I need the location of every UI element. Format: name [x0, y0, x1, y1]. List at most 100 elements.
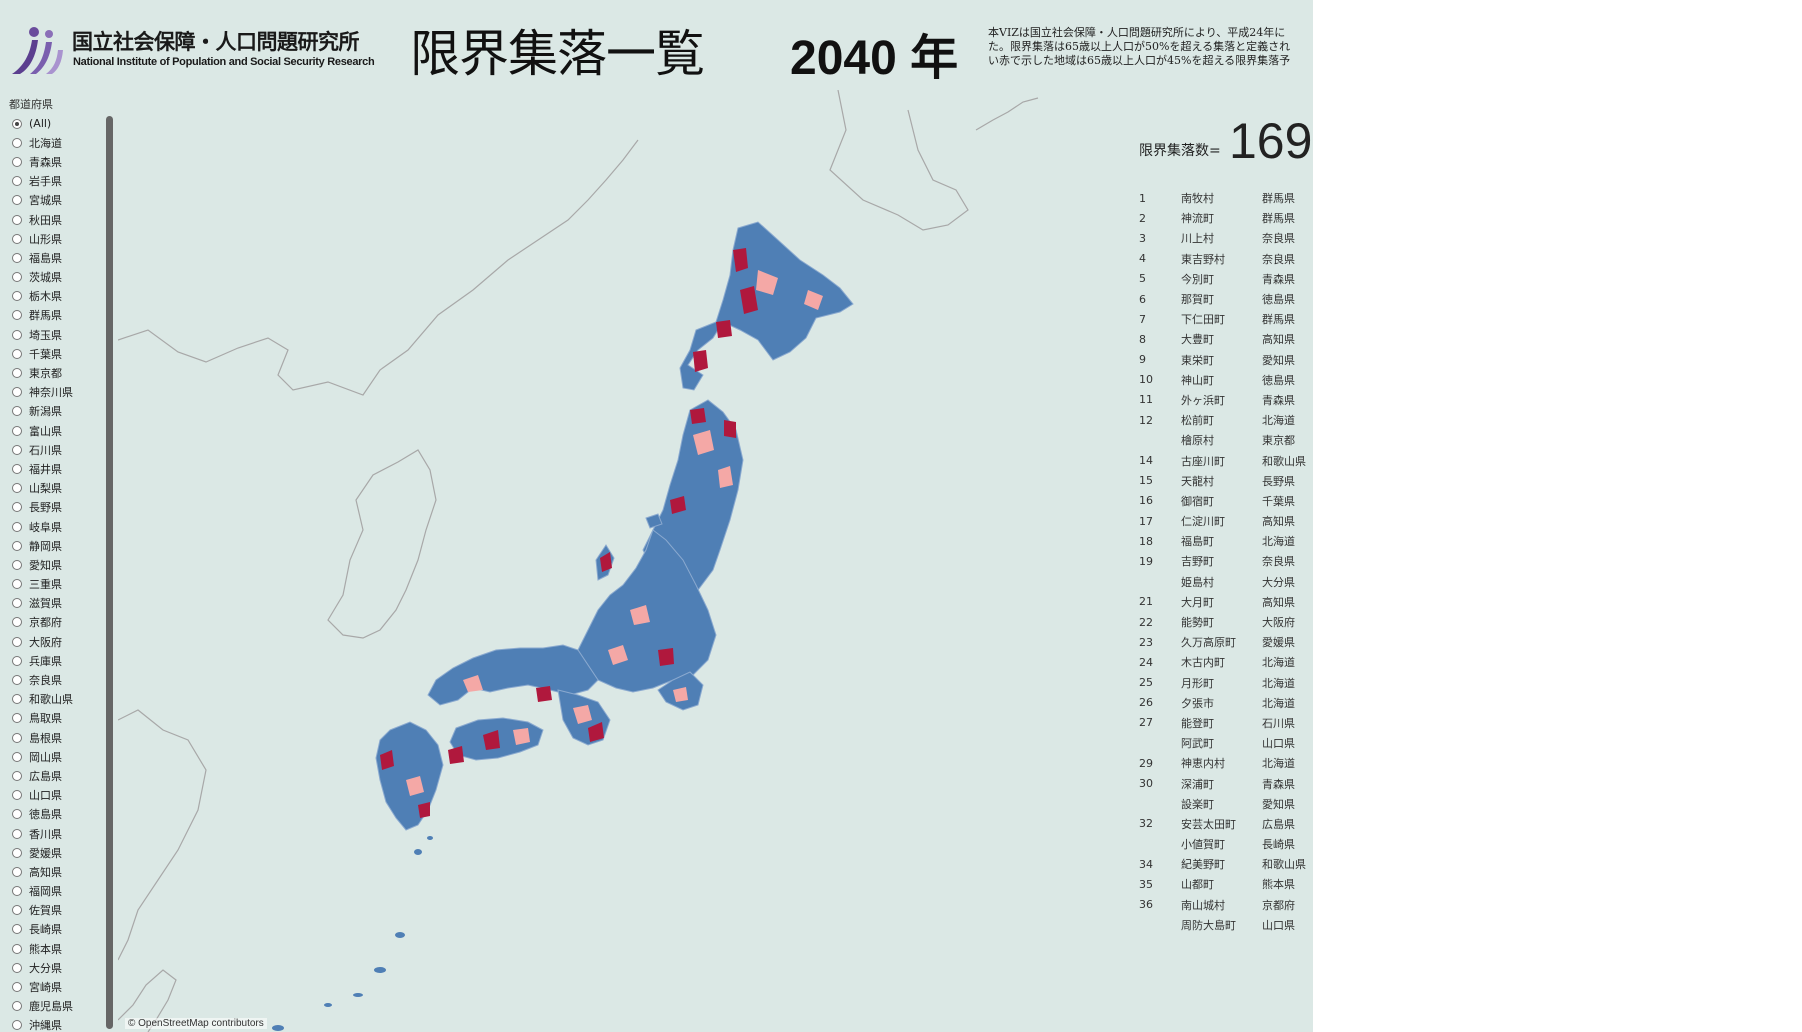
prefecture-option[interactable]: 熊本県 [12, 939, 104, 958]
radio-button-icon[interactable] [12, 828, 22, 839]
radio-button-icon[interactable] [12, 463, 22, 474]
island[interactable] [353, 993, 363, 997]
radio-button-icon[interactable] [12, 809, 22, 820]
prefecture-option[interactable]: 福井県 [12, 459, 104, 478]
ranking-row[interactable]: 姫島村 大分県 [1139, 572, 1313, 592]
ranking-row[interactable]: 11 外ヶ浜町 青森県 [1139, 390, 1313, 410]
island[interactable] [395, 932, 405, 938]
ranking-row[interactable]: 32 安芸太田町 広島県 [1139, 814, 1313, 834]
prefecture-option[interactable]: 兵庫県 [12, 651, 104, 670]
radio-button-icon[interactable] [12, 751, 22, 762]
prefecture-option[interactable]: 奈良県 [12, 670, 104, 689]
prefecture-option[interactable]: 静岡県 [12, 536, 104, 555]
radio-button-icon[interactable] [12, 137, 22, 148]
prefecture-option[interactable]: 鹿児島県 [12, 997, 104, 1016]
prefecture-option[interactable]: 秋田県 [12, 210, 104, 229]
near-limit-area[interactable] [406, 776, 424, 796]
radio-button-icon[interactable] [12, 348, 22, 359]
prefecture-option[interactable]: 長崎県 [12, 920, 104, 939]
radio-button-icon[interactable] [12, 540, 22, 551]
radio-button-icon[interactable] [12, 866, 22, 877]
radio-button-icon[interactable] [12, 406, 22, 417]
radio-button-icon[interactable] [12, 387, 22, 398]
near-limit-area[interactable] [693, 430, 714, 455]
island[interactable] [324, 1003, 332, 1007]
radio-button-icon[interactable] [12, 886, 22, 897]
radio-button-icon[interactable] [12, 1001, 22, 1012]
ranking-row[interactable]: 15 天龍村 長野県 [1139, 471, 1313, 491]
prefecture-option[interactable]: 沖縄県 [12, 1016, 104, 1032]
limit-areas[interactable] [380, 248, 758, 818]
limit-area[interactable] [418, 802, 430, 818]
radio-button-icon[interactable] [12, 368, 22, 379]
prefecture-option[interactable]: 大分県 [12, 958, 104, 977]
prefecture-option[interactable]: 島根県 [12, 728, 104, 747]
prefecture-option[interactable]: 北海道 [12, 133, 104, 152]
prefecture-option[interactable]: 鳥取県 [12, 709, 104, 728]
limit-area[interactable] [588, 722, 604, 742]
prefecture-option[interactable]: 香川県 [12, 824, 104, 843]
radio-button-icon[interactable] [12, 483, 22, 494]
island[interactable] [272, 1025, 284, 1031]
prefecture-option[interactable]: 滋賀県 [12, 594, 104, 613]
radio-button-icon[interactable] [12, 982, 22, 993]
ranking-row[interactable]: 5 今別町 青森県 [1139, 269, 1313, 289]
prefecture-option[interactable]: 石川県 [12, 440, 104, 459]
limit-area[interactable] [658, 648, 674, 666]
ranking-row[interactable]: 27 能登町 石川県 [1139, 713, 1313, 733]
prefecture-option[interactable]: 愛知県 [12, 555, 104, 574]
ranking-row[interactable]: 36 南山城村 京都府 [1139, 895, 1313, 915]
ranking-row[interactable]: 14 古座川町 和歌山県 [1139, 450, 1313, 470]
radio-button-icon[interactable] [12, 176, 22, 187]
limit-area[interactable] [600, 552, 612, 572]
prefecture-option[interactable]: 宮崎県 [12, 977, 104, 996]
near-limit-area[interactable] [513, 728, 530, 745]
limit-area[interactable] [670, 496, 686, 514]
island[interactable] [427, 836, 433, 840]
radio-button-icon[interactable] [12, 636, 22, 647]
ranking-row[interactable]: 18 福島町 北海道 [1139, 531, 1313, 551]
limit-area[interactable] [448, 746, 464, 764]
prefecture-option[interactable]: 和歌山県 [12, 690, 104, 709]
japan-map[interactable] [118, 90, 1128, 1032]
radio-button-icon[interactable] [12, 943, 22, 954]
prefecture-option[interactable]: 福島県 [12, 248, 104, 267]
prefecture-option[interactable]: 栃木県 [12, 287, 104, 306]
sado-island[interactable] [645, 513, 663, 529]
radio-button-icon[interactable] [12, 444, 22, 455]
near-limit-area[interactable] [463, 675, 483, 692]
ranking-row[interactable]: 19 吉野町 奈良県 [1139, 551, 1313, 571]
prefecture-option[interactable]: 三重県 [12, 575, 104, 594]
radio-button-icon[interactable] [12, 847, 22, 858]
ranking-row[interactable]: 周防大島町 山口県 [1139, 915, 1313, 935]
filter-scrollbar[interactable] [106, 116, 113, 1029]
radio-button-icon[interactable] [12, 252, 22, 263]
ranking-row[interactable]: 7 下仁田町 群馬県 [1139, 309, 1313, 329]
map-attribution[interactable]: © OpenStreetMap contributors [125, 1018, 267, 1029]
radio-button-icon[interactable] [12, 617, 22, 628]
ranking-row[interactable]: 16 御宿町 千葉県 [1139, 491, 1313, 511]
radio-button-icon[interactable] [12, 233, 22, 244]
limit-area[interactable] [536, 686, 552, 702]
limit-area[interactable] [693, 350, 708, 372]
radio-button-icon[interactable] [12, 329, 22, 340]
prefecture-option[interactable]: (All) [12, 114, 104, 133]
near-limit-area[interactable] [630, 605, 650, 625]
ranking-row[interactable]: 小値賀町 長崎県 [1139, 834, 1313, 854]
prefecture-option[interactable]: 岐阜県 [12, 517, 104, 536]
prefecture-option[interactable]: 神奈川県 [12, 383, 104, 402]
prefecture-option[interactable]: 徳島県 [12, 805, 104, 824]
ranking-row[interactable]: 6 那賀町 徳島県 [1139, 289, 1313, 309]
ranking-row[interactable]: 21 大月町 高知県 [1139, 592, 1313, 612]
limit-area[interactable] [740, 286, 758, 314]
radio-button-icon[interactable] [12, 310, 22, 321]
prefecture-option[interactable]: 埼玉県 [12, 325, 104, 344]
prefecture-option[interactable]: 愛媛県 [12, 843, 104, 862]
ranking-row[interactable]: 檜原村 東京都 [1139, 430, 1313, 450]
radio-button-icon[interactable] [12, 924, 22, 935]
radio-button-icon[interactable] [12, 559, 22, 570]
prefecture-option[interactable]: 宮城県 [12, 191, 104, 210]
ranking-row[interactable]: 2 神流町 群馬県 [1139, 208, 1313, 228]
ranking-row[interactable]: 26 夕張市 北海道 [1139, 693, 1313, 713]
limit-area[interactable] [483, 730, 500, 750]
